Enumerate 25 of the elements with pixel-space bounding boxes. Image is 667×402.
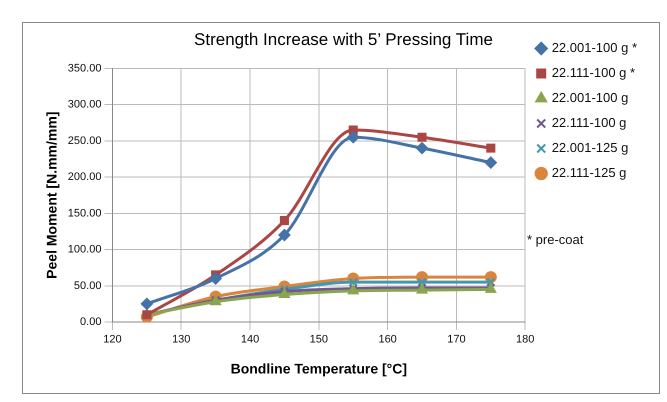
x-tick-label: 130 (172, 334, 190, 346)
y-tick-label: 350.00 (68, 62, 102, 74)
y-axis-title: Peel Moment [N.mm/mm] (43, 112, 60, 279)
legend-label: 22.111-125 g (552, 165, 626, 180)
x-tick-label: 140 (240, 334, 260, 346)
text: * pre-coat (527, 232, 584, 247)
y-tick-label: 100.00 (68, 244, 102, 256)
y-tick-label: 250.00 (68, 134, 102, 147)
legend-label: 22.001-125 g (552, 140, 628, 156)
y-tick-label: 200.00 (68, 171, 102, 184)
y-tick-label: 150.00 (68, 207, 102, 220)
legend-label: 22.001-100 g * (552, 40, 638, 56)
x-tick-label: 150 (310, 334, 328, 346)
x-tick-label: 160 (378, 334, 397, 346)
x-tick-label: 170 (447, 334, 466, 346)
y-tick-label: 300.00 (68, 98, 102, 111)
y-tick-label: 50.00 (74, 280, 102, 292)
chart-title: Strength Increase with 5’ Pressing Time (194, 30, 493, 49)
legend-label: 22.111-100 g (552, 115, 626, 130)
legend-label: 22.111-100 g * (552, 65, 636, 80)
x-axis-title: Bondline Temperature [°C] (230, 360, 408, 376)
legend-label: 22.001-100 g (552, 90, 628, 106)
x-tick-label: 120 (103, 334, 122, 346)
y-tick-label: 0.00 (80, 316, 102, 328)
x-tick-label: 180 (516, 334, 534, 346)
